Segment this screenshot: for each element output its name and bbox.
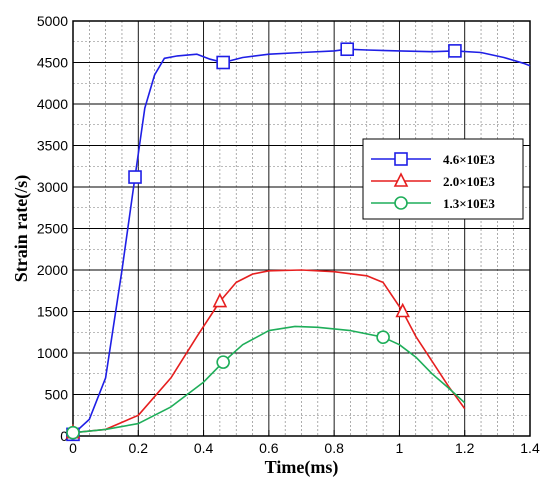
data-point-series-1 [340,42,355,57]
x-tick-label: 0.8 [324,440,344,456]
x-tick-label: 0.2 [129,440,149,456]
x-tick-label: 0 [69,440,77,456]
x-tick-label: 1.4 [520,440,540,456]
y-tick-label: 3500 [37,138,68,154]
y-tick-label: 500 [45,387,69,403]
legend-label: 4.6×10E3 [443,152,495,167]
data-point-series-1 [216,55,230,70]
axis-ticks: 0 0.2 0.4 0.6 0.8 1 1.2 1.4 0 500 1000 1500 2000 2500… [37,13,540,456]
y-tick-label: 4000 [37,96,68,112]
y-axis-title: Strain rate(/s) [11,175,32,282]
y-tick-label: 2500 [37,221,68,237]
data-point-series-2 [395,302,410,318]
data-point-series-2 [212,292,228,308]
y-tick-label: 5000 [37,13,68,29]
legend-marker [394,152,408,166]
y-tick-label: 2000 [37,262,68,278]
legend: 4.6×10E3 2.0×10E3 1.3×10E3 [362,138,524,220]
legend-marker [394,196,408,210]
y-tick-label: 0 [60,428,68,444]
x-tick-label: 1 [396,440,404,456]
x-tick-label: 1.2 [455,440,475,456]
x-tick-label: 0.6 [259,440,279,456]
series-markers [65,42,462,442]
data-point-series-1 [128,170,142,184]
data-point-series-3 [66,425,80,440]
y-tick-label: 4500 [37,55,68,71]
data-point-series-3 [376,330,390,345]
y-tick-label: 1500 [37,304,68,320]
legend-marker [393,172,409,187]
data-point-series-3 [216,355,230,369]
y-tick-label: 3000 [37,179,68,195]
x-tick-label: 0.4 [194,440,214,456]
series-line-2 [72,269,466,434]
data-point-series-1 [448,44,462,58]
legend-label: 2.0×10E3 [443,174,495,189]
grid [73,21,530,436]
series-line-3 [72,325,466,434]
legend-label: 1.3×10E3 [443,196,495,211]
legend-box [362,138,524,220]
x-axis-title: Time(ms) [265,457,339,478]
y-tick-label: 1000 [37,345,68,361]
